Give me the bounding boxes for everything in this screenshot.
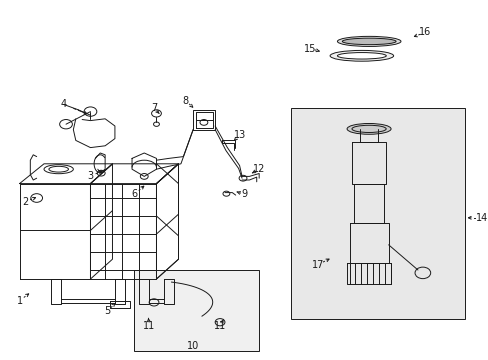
Text: 15: 15 [304, 44, 316, 54]
Text: 12: 12 [252, 164, 265, 174]
Text: 3: 3 [87, 171, 93, 181]
Text: 10: 10 [186, 341, 199, 351]
Ellipse shape [342, 38, 395, 45]
Ellipse shape [329, 50, 393, 61]
Ellipse shape [337, 53, 386, 59]
Bar [290, 108, 464, 319]
Text: 8: 8 [183, 96, 188, 106]
Text: 1: 1 [17, 296, 22, 306]
Text: 4: 4 [61, 99, 66, 109]
Text: 13: 13 [233, 130, 245, 140]
Text: 2: 2 [22, 197, 28, 207]
Text: 17: 17 [311, 260, 324, 270]
Text: 11: 11 [142, 321, 155, 331]
Text: 7: 7 [151, 103, 157, 113]
Ellipse shape [337, 36, 400, 46]
Text: 11: 11 [213, 321, 226, 331]
Text: 5: 5 [104, 306, 110, 316]
Text: 16: 16 [418, 27, 431, 37]
Text: 9: 9 [241, 189, 247, 199]
Ellipse shape [346, 123, 390, 134]
Bar [134, 270, 259, 351]
Text: 14: 14 [474, 213, 487, 223]
Text: 6: 6 [131, 189, 137, 199]
